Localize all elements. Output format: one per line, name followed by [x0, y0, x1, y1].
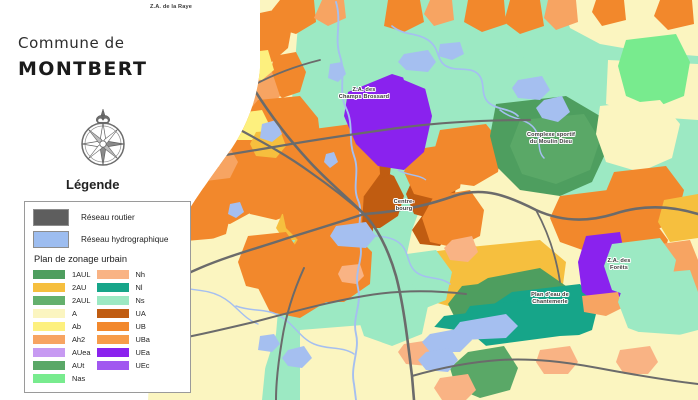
- legend-zoning-column-left: 1AUL 2AU 2AUL A Ab: [33, 269, 91, 384]
- zone-label-ub: UB: [135, 322, 146, 331]
- zone-label-a: A: [72, 309, 77, 318]
- legend-zoning-column-right: Nh Nl Ns UA UB: [96, 269, 150, 384]
- zone-label-ab: Ab: [72, 322, 82, 331]
- zone-label-uec: UEc: [135, 361, 150, 370]
- legend-item-uec[interactable]: UEc: [96, 360, 150, 371]
- zone-label-aut: AUt: [72, 361, 85, 370]
- zone-swatch-nl: [96, 282, 129, 293]
- zone-swatch-ah2: [33, 334, 65, 345]
- legend-item-ns[interactable]: Ns: [96, 295, 150, 306]
- legend-item-aut[interactable]: AUt: [33, 360, 91, 371]
- zone-label-ah2: Ah2: [72, 335, 86, 344]
- legend-item-ah2[interactable]: Ah2: [33, 334, 91, 345]
- zone-swatch-ns: [96, 295, 129, 306]
- zone-swatch-1aul: [33, 269, 65, 280]
- title-commune-label: Commune de: [18, 34, 125, 52]
- legend-item-nas[interactable]: Nas: [33, 373, 91, 384]
- legend-item-auea[interactable]: AUea: [33, 347, 91, 358]
- zone-label-1aul: 1AUL: [72, 270, 91, 279]
- zone-label-nh: Nh: [135, 270, 145, 279]
- hydro-network-swatch: [33, 231, 69, 248]
- zone-swatch-uec: [96, 360, 129, 371]
- page-title: MONTBERT: [18, 58, 148, 80]
- zone-swatch-aut: [33, 360, 65, 371]
- legend-item-ua[interactable]: UA: [96, 308, 150, 319]
- legend-item-nl[interactable]: Nl: [96, 282, 150, 293]
- zone-swatch-nh: [96, 269, 129, 280]
- legend-item-nh[interactable]: Nh: [96, 269, 150, 280]
- zone-swatch-nas: [33, 373, 65, 384]
- legend-item-uba[interactable]: UBa: [96, 334, 150, 345]
- legend-label-reseau-hydrographique: Réseau hydrographique: [81, 235, 169, 244]
- compass-rose-icon: [81, 108, 125, 166]
- legend-heading: Légende: [66, 177, 120, 192]
- legend-zoning-columns: 1AUL 2AU 2AUL A Ab: [33, 269, 182, 384]
- zone-swatch-a: [33, 308, 65, 319]
- zone-label-2aul: 2AUL: [72, 296, 91, 305]
- legend-item-reseau-hydrographique[interactable]: Réseau hydrographique: [33, 231, 182, 248]
- compass-star: [81, 122, 125, 166]
- zone-swatch-ab: [33, 321, 65, 332]
- map-title-block: Commune de MONTBERT: [18, 34, 198, 80]
- legend-item-ab[interactable]: Ab: [33, 321, 91, 332]
- zone-label-ns: Ns: [135, 296, 145, 305]
- legend-item-ub[interactable]: UB: [96, 321, 150, 332]
- zone-label-uba: UBa: [135, 335, 150, 344]
- zone-swatch-ua: [96, 308, 129, 319]
- legend-label-reseau-routier: Réseau routier: [81, 213, 135, 222]
- zone-swatch-2au: [33, 282, 65, 293]
- zone-label-ua: UA: [135, 309, 146, 318]
- zone-label-auea: AUea: [72, 348, 91, 357]
- zone-label-nl: Nl: [135, 283, 143, 292]
- legend-item-2au[interactable]: 2AU: [33, 282, 91, 293]
- zone-label-uea: UEa: [135, 348, 150, 357]
- legend-item-2aul[interactable]: 2AUL: [33, 295, 91, 306]
- zone-label-nas: Nas: [72, 374, 86, 383]
- zone-swatch-auea: [33, 347, 65, 358]
- water-bodies: [228, 42, 570, 372]
- legend-item-uea[interactable]: UEa: [96, 347, 150, 358]
- road-network-swatch: [33, 209, 69, 226]
- legend-zoning-title: Plan de zonage urbain: [34, 254, 128, 264]
- legend-box[interactable]: Réseau routier Réseau hydrographique Pla…: [24, 201, 191, 393]
- zone-swatch-uea: [96, 347, 129, 358]
- zone-swatch-2aul: [33, 295, 65, 306]
- legend-item-a[interactable]: A: [33, 308, 91, 319]
- legend-item-1aul[interactable]: 1AUL: [33, 269, 91, 280]
- legend-item-reseau-routier[interactable]: Réseau routier: [33, 209, 182, 226]
- zone-label-2au: 2AU: [72, 283, 87, 292]
- zone-swatch-uba: [96, 334, 129, 345]
- zone-swatch-ub: [96, 321, 129, 332]
